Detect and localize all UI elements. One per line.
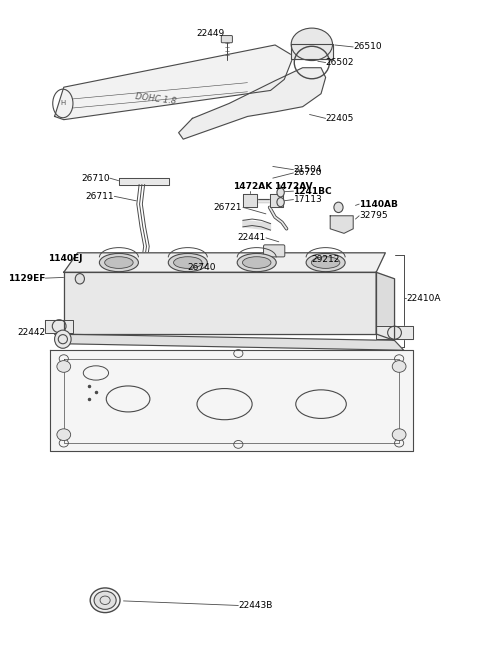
Polygon shape [55,334,404,350]
Ellipse shape [168,253,207,272]
Text: 26720: 26720 [293,168,322,178]
Polygon shape [46,320,73,333]
Ellipse shape [242,257,271,269]
Ellipse shape [306,253,345,272]
Text: DOHC 1.8: DOHC 1.8 [134,92,177,106]
Polygon shape [179,67,325,139]
Polygon shape [291,45,333,60]
Text: 22442: 22442 [17,328,46,337]
Text: 1140EJ: 1140EJ [48,253,82,263]
Ellipse shape [57,429,71,441]
Ellipse shape [99,253,138,272]
Ellipse shape [120,264,127,272]
Ellipse shape [174,257,202,269]
Ellipse shape [392,429,406,441]
Ellipse shape [277,198,284,207]
Polygon shape [119,178,169,185]
Text: 1129EF: 1129EF [8,274,46,283]
Text: 26711: 26711 [85,192,114,201]
Text: 26740: 26740 [187,263,216,272]
Text: 22410A: 22410A [406,294,441,303]
Text: 22405: 22405 [325,114,354,123]
Text: 26721: 26721 [214,203,242,212]
Ellipse shape [392,361,406,372]
Polygon shape [55,45,293,120]
Ellipse shape [55,330,71,348]
Polygon shape [270,195,283,208]
Text: 1140AB: 1140AB [359,200,398,208]
FancyBboxPatch shape [264,245,285,257]
FancyBboxPatch shape [221,35,232,43]
Text: 22441: 22441 [238,233,266,242]
Polygon shape [64,253,385,272]
Text: 22449: 22449 [197,29,225,38]
Ellipse shape [57,361,71,372]
Ellipse shape [277,188,284,197]
Polygon shape [50,350,413,451]
Text: 26502: 26502 [325,58,354,67]
Text: 29212: 29212 [312,255,340,264]
Ellipse shape [90,588,120,612]
Ellipse shape [75,274,84,284]
Ellipse shape [291,28,333,60]
Text: 17113: 17113 [293,195,322,204]
Text: 1241BC: 1241BC [293,187,332,196]
Text: 32795: 32795 [359,212,388,220]
Ellipse shape [334,202,343,213]
Text: H: H [60,100,65,107]
Polygon shape [330,215,353,233]
Polygon shape [376,326,413,339]
Text: 21504: 21504 [293,165,322,174]
Ellipse shape [94,591,116,609]
Text: 1472AK: 1472AK [233,182,272,191]
Polygon shape [243,195,257,208]
Polygon shape [64,272,376,334]
Text: 22443B: 22443B [239,601,273,610]
Text: 26510: 26510 [353,43,382,52]
Polygon shape [243,220,271,230]
Ellipse shape [312,257,340,269]
Text: 26710: 26710 [81,174,110,183]
Ellipse shape [110,256,119,267]
Text: 1472AV: 1472AV [274,182,313,191]
Ellipse shape [237,253,276,272]
Polygon shape [376,272,395,341]
Ellipse shape [105,257,133,269]
